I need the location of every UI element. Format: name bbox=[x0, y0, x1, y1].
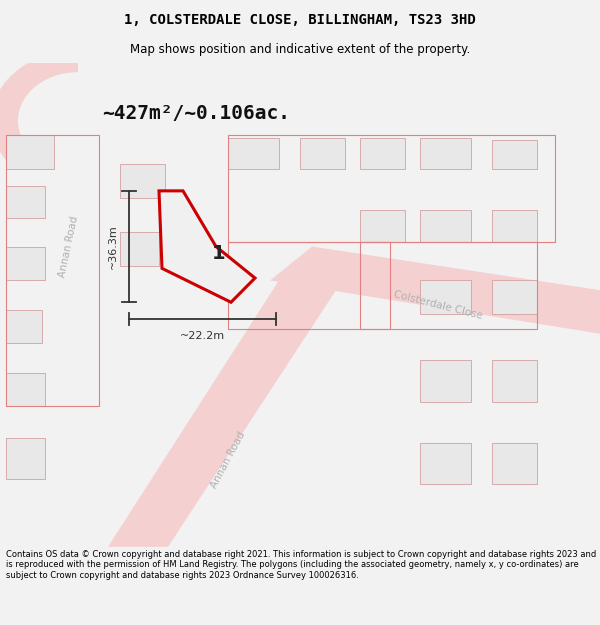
Bar bbox=[492, 442, 537, 484]
Bar bbox=[6, 309, 42, 344]
Bar bbox=[360, 138, 405, 169]
Bar bbox=[360, 242, 537, 329]
Text: ~36.3m: ~36.3m bbox=[108, 224, 118, 269]
Bar bbox=[420, 138, 471, 169]
Text: ~22.2m: ~22.2m bbox=[180, 331, 225, 341]
Text: 1: 1 bbox=[212, 244, 226, 263]
Bar bbox=[420, 281, 471, 314]
Polygon shape bbox=[0, 51, 78, 162]
Text: ~427m²/~0.106ac.: ~427m²/~0.106ac. bbox=[102, 104, 290, 123]
Bar bbox=[360, 210, 405, 242]
Bar bbox=[120, 232, 159, 266]
Bar bbox=[120, 164, 165, 198]
Bar bbox=[492, 140, 537, 169]
Polygon shape bbox=[159, 191, 255, 302]
Text: Annan Road: Annan Road bbox=[58, 215, 80, 278]
Bar bbox=[420, 442, 471, 484]
Bar bbox=[420, 210, 471, 242]
Bar bbox=[300, 138, 345, 169]
Bar bbox=[228, 135, 555, 242]
Text: Annan Road: Annan Road bbox=[209, 430, 247, 489]
Bar bbox=[420, 361, 471, 401]
Text: 1, COLSTERDALE CLOSE, BILLINGHAM, TS23 3HD: 1, COLSTERDALE CLOSE, BILLINGHAM, TS23 3… bbox=[124, 13, 476, 27]
Polygon shape bbox=[270, 246, 600, 334]
Text: Colsterdale Close: Colsterdale Close bbox=[392, 289, 484, 321]
Polygon shape bbox=[108, 276, 336, 547]
Bar bbox=[6, 438, 45, 479]
Bar bbox=[6, 372, 45, 406]
Bar bbox=[6, 246, 45, 281]
Bar bbox=[492, 361, 537, 401]
Bar bbox=[6, 135, 99, 406]
Bar bbox=[6, 186, 45, 218]
Bar bbox=[6, 135, 54, 169]
Bar bbox=[492, 210, 537, 242]
Bar bbox=[492, 281, 537, 314]
Text: Map shows position and indicative extent of the property.: Map shows position and indicative extent… bbox=[130, 42, 470, 56]
Bar bbox=[228, 242, 390, 329]
Bar bbox=[228, 138, 279, 169]
Text: Contains OS data © Crown copyright and database right 2021. This information is : Contains OS data © Crown copyright and d… bbox=[6, 550, 596, 580]
